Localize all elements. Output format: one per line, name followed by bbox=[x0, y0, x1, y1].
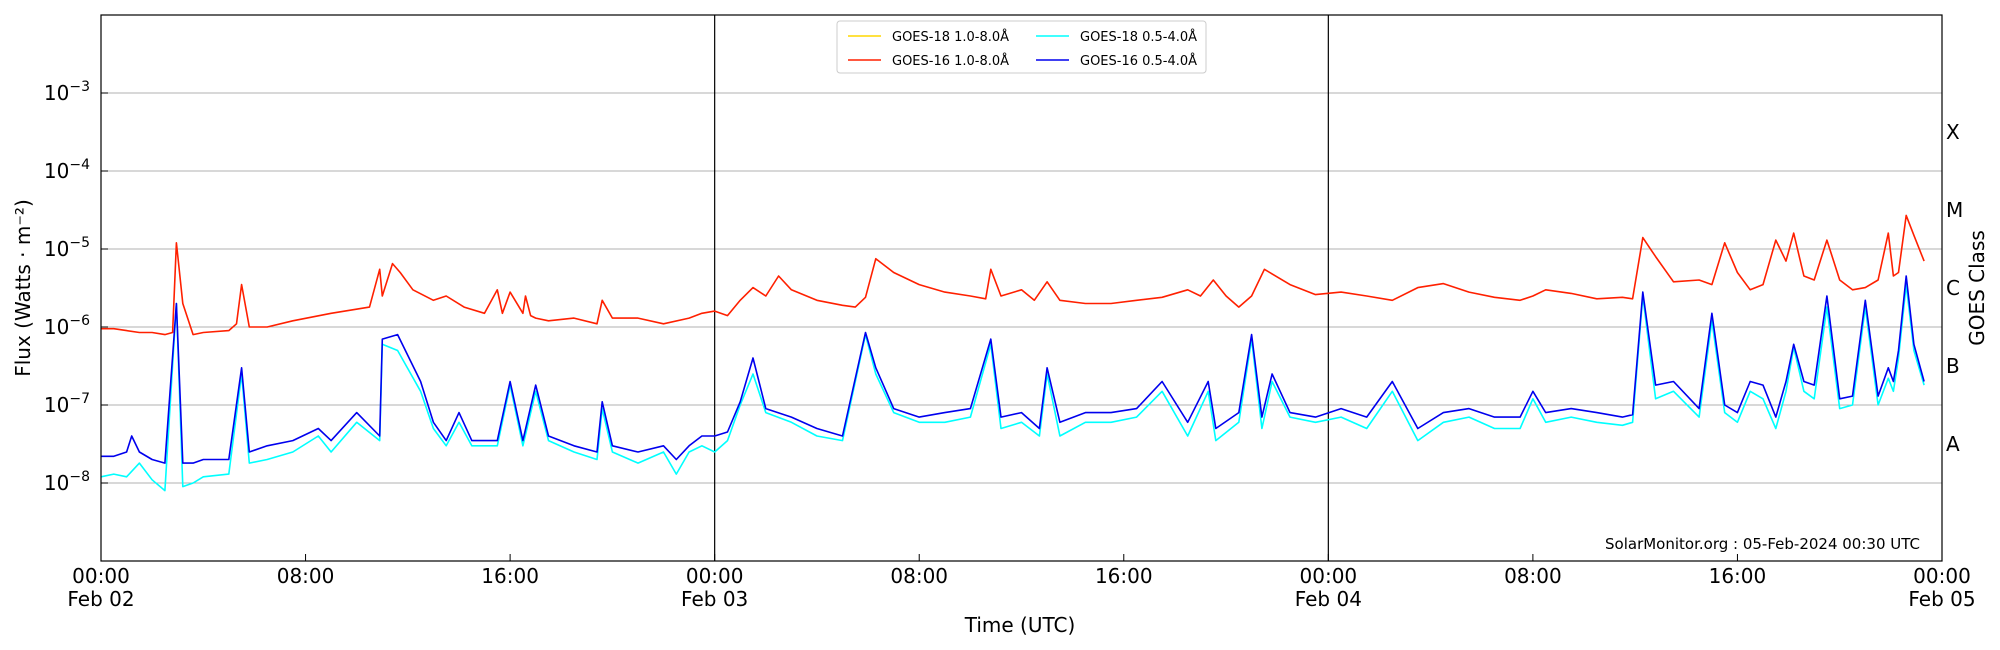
goes-class-label: M bbox=[1946, 198, 1963, 222]
legend: GOES-18 1.0-8.0Å GOES-18 0.5-4.0Å GOES-16 … bbox=[836, 20, 1207, 74]
x-tick-time: 08:00 bbox=[1504, 564, 1562, 588]
x-tick-date: Feb 03 bbox=[681, 587, 748, 611]
x-tick-time: 00:00 bbox=[686, 564, 744, 588]
series-line bbox=[101, 275, 1925, 464]
day-boundary-lines bbox=[714, 15, 1329, 561]
legend-label: GOES-18 1.0-8.0Å bbox=[892, 29, 1009, 45]
y2-axis-label: GOES Class bbox=[1965, 230, 1989, 346]
source-annotation: SolarMonitor.org : 05-Feb-2024 00:30 UTC bbox=[1605, 535, 1920, 553]
y-tick-label: 10−7 bbox=[44, 391, 90, 417]
y-tick-label: 10−6 bbox=[44, 313, 90, 339]
y-tick-label: 10−4 bbox=[44, 157, 90, 183]
y-axis-label: Flux (Watts · m⁻²) bbox=[11, 199, 35, 377]
y-tick-label: 10−3 bbox=[44, 79, 90, 105]
goes-class-label: A bbox=[1946, 432, 1960, 456]
x-tick-time: 16:00 bbox=[1709, 564, 1767, 588]
series-lines bbox=[100, 214, 1925, 492]
plot-frame bbox=[100, 14, 1943, 562]
goes-class-label: B bbox=[1946, 354, 1960, 378]
x-tick-date: Feb 04 bbox=[1295, 587, 1362, 611]
series-line bbox=[101, 214, 1925, 336]
goes-class-label: C bbox=[1946, 276, 1960, 300]
y-axis-ticks: 10−8 10−7 10−6 10−5 10−4 10−3 bbox=[44, 79, 108, 495]
x-tick-time: 00:00 bbox=[72, 564, 130, 588]
x-axis-label: Time (UTC) bbox=[964, 613, 1076, 637]
y-tick-label: 10−5 bbox=[44, 235, 90, 261]
x-tick-time: 00:00 bbox=[1300, 564, 1358, 588]
y-tick-label: 10−8 bbox=[44, 469, 90, 495]
legend-box bbox=[836, 20, 1207, 74]
x-tick-date: Feb 05 bbox=[1908, 587, 1975, 611]
goes-class-label: X bbox=[1946, 120, 1960, 144]
legend-label: GOES-18 0.5-4.0Å bbox=[1080, 29, 1197, 45]
x-tick-time: 16:00 bbox=[481, 564, 539, 588]
grid-lines bbox=[101, 92, 1942, 484]
legend-label: GOES-16 1.0-8.0Å bbox=[892, 53, 1009, 69]
x-tick-time: 08:00 bbox=[890, 564, 948, 588]
x-tick-time: 08:00 bbox=[277, 564, 335, 588]
x-tick-time: 16:00 bbox=[1095, 564, 1153, 588]
goes-class-labels: A B C M X bbox=[1946, 120, 1963, 456]
x-tick-date: Feb 02 bbox=[67, 587, 134, 611]
x-tick-time: 00:00 bbox=[1913, 564, 1971, 588]
legend-label: GOES-16 0.5-4.0Å bbox=[1080, 53, 1197, 69]
